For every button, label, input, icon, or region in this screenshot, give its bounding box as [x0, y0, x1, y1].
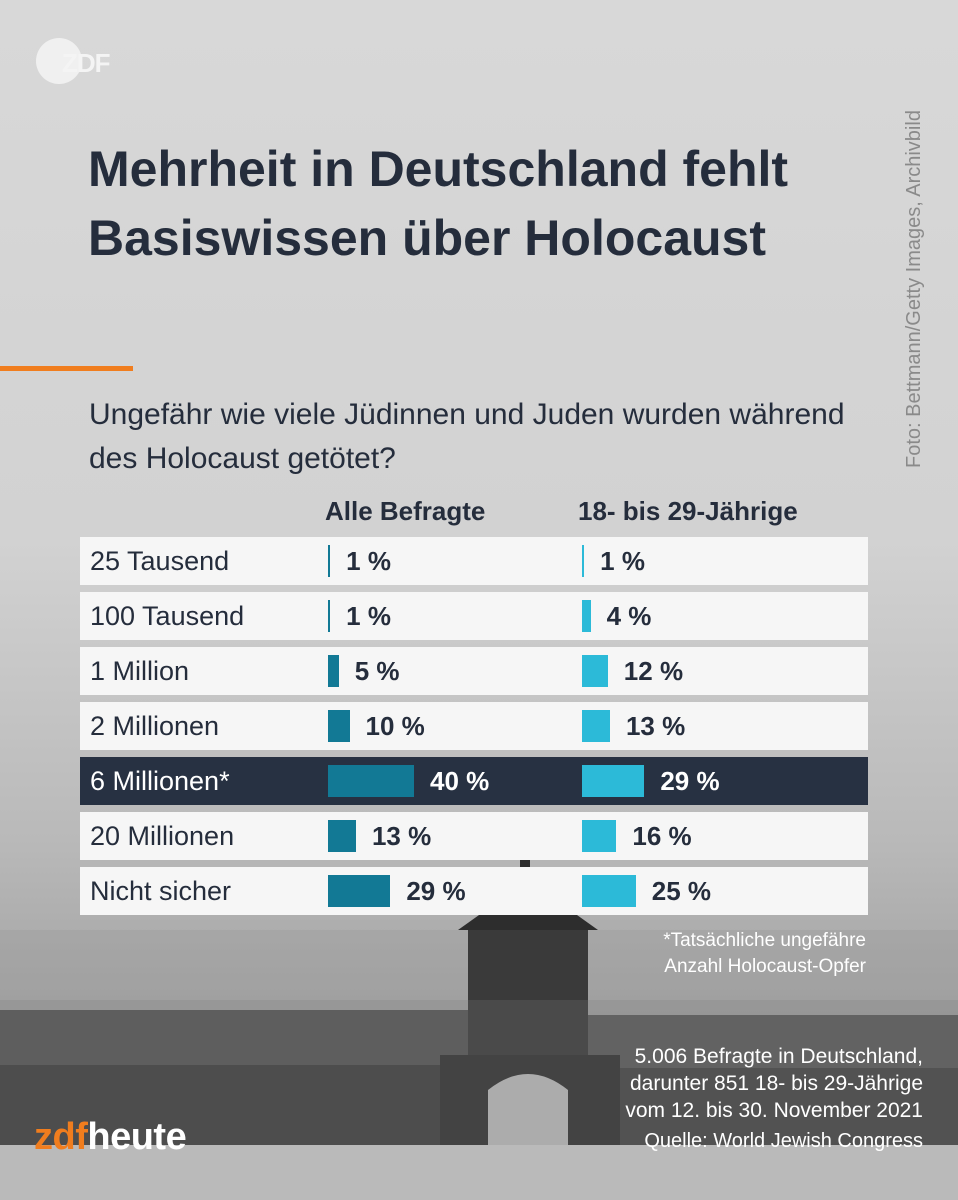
value-label-young: 25 % [651, 876, 712, 906]
ground [0, 1145, 958, 1200]
bar-young [582, 765, 645, 797]
value-label-young: 12 % [623, 656, 684, 686]
brand-heute: heute [87, 1116, 187, 1158]
value-label-all: 1 % [346, 601, 391, 631]
bar-all [328, 765, 414, 797]
bar-chart: 25 Tausend 1 % 1 % 100 Tausend 1 % 4 % 1 Milli… [80, 537, 868, 915]
table-row: Nicht sicher 29 % 25 % [80, 867, 868, 915]
table-row: 100 Tausend 1 % 4 % [80, 592, 868, 640]
category-label: 6 Millionen* [90, 766, 230, 796]
category-label: 100 Tausend [90, 601, 245, 631]
source-note: Quelle: World Jewish Congress [644, 1130, 923, 1152]
table-row: 1 Million 5 % 12 % [80, 647, 868, 695]
bottom-fade [0, 1000, 958, 1200]
value-label-young: 29 % [660, 766, 720, 796]
accent-divider [0, 366, 133, 371]
value-label-young: 13 % [625, 711, 686, 741]
value-label-young: 4 % [606, 601, 652, 631]
value-label-young: 1 % [600, 546, 645, 576]
zdf-logo-text: ZDF [62, 48, 111, 78]
value-label-young: 16 % [632, 821, 692, 851]
right-barrack-roof [580, 1015, 958, 1070]
bar-young [582, 655, 608, 687]
gatehouse-tower [468, 925, 588, 1065]
bar-all [328, 600, 331, 632]
bar-young [582, 545, 585, 577]
bar-young [582, 600, 591, 632]
table-row: 20 Millionen 13 % 16 % [80, 812, 868, 860]
bar-all [328, 710, 350, 742]
column-header-all: Alle Befragte [325, 496, 486, 526]
photo-credit: Foto: Bettmann/Getty Images, Archivbild [903, 110, 925, 468]
table-row: 25 Tausend 1 % 1 % [80, 537, 868, 585]
bar-all [328, 655, 339, 687]
brand-zdf: zdf [34, 1116, 88, 1158]
category-label: 1 Million [90, 656, 190, 686]
value-label-all: 29 % [406, 876, 466, 906]
page-title: Mehrheit in Deutschland fehlt Basiswisse… [88, 141, 789, 266]
methodology-line-1: 5.006 Befragte in Deutschland, [634, 1045, 923, 1068]
table-row: 6 Millionen* 40 % 29 % [80, 757, 868, 805]
table-row: 2 Millionen 10 % 13 % [80, 702, 868, 750]
methodology-line-3: vom 12. bis 30. November 2021 [625, 1099, 923, 1122]
left-barrack-roof [0, 1010, 480, 1070]
column-header-young: 18- bis 29-Jährige [578, 496, 798, 526]
zdf-logo-icon [36, 38, 82, 84]
category-label: 25 Tausend [90, 546, 230, 576]
footnote-line-2: Anzahl Holocaust-Opfer [664, 956, 866, 977]
category-label: Nicht sicher [90, 876, 232, 906]
value-label-all: 10 % [365, 711, 425, 741]
value-label-all: 40 % [430, 766, 490, 796]
survey-question: Ungefähr wie viele Jüdinnen und Juden wu… [89, 398, 845, 475]
category-label: 20 Millionen [90, 821, 235, 851]
bar-young [582, 875, 636, 907]
value-label-all: 1 % [346, 546, 391, 576]
bar-all [328, 820, 356, 852]
methodology-note: 5.006 Befragte in Deutschland, darunter … [625, 1043, 923, 1124]
gate-arch [488, 1074, 568, 1165]
value-label-all: 5 % [354, 656, 400, 686]
bar-all [328, 545, 331, 577]
bar-all [328, 875, 391, 907]
footnote-line-1: *Tatsächliche ungefähre [663, 930, 866, 951]
bar-young [582, 710, 610, 742]
right-barrack-wall [580, 1068, 958, 1148]
category-label: 2 Millionen [90, 711, 220, 741]
bar-young [582, 820, 617, 852]
footnote: *Tatsächliche ungefähre Anzahl Holocaust… [663, 928, 866, 980]
zdfheute-logo: zdfheute [34, 1116, 187, 1159]
methodology-line-2: darunter 851 18- bis 29-Jährige [629, 1072, 923, 1095]
value-label-all: 13 % [371, 821, 432, 851]
left-barrack-wall [0, 1065, 480, 1145]
